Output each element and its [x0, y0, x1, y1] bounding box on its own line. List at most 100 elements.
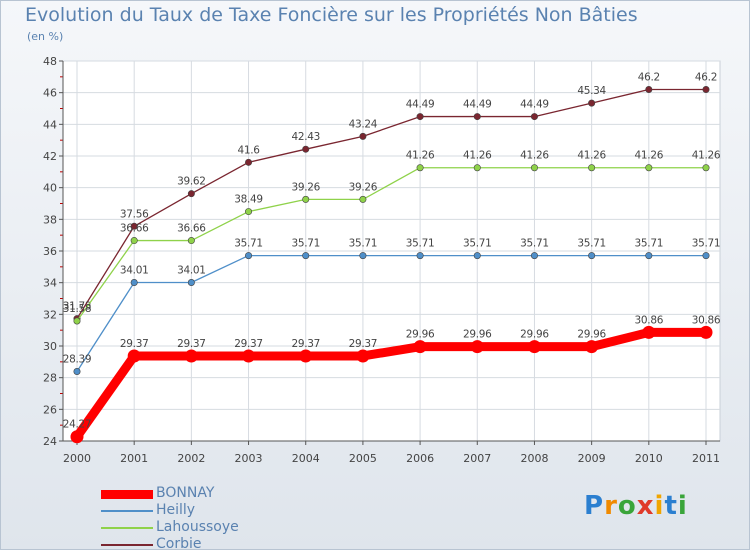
x-tick-label: 2005: [349, 452, 377, 465]
series-line-lahoussoye: [76, 167, 707, 322]
logo-letter: i: [677, 491, 688, 521]
y-tick-label: 40: [43, 182, 57, 195]
y-tick-label: 24: [43, 435, 57, 448]
data-point-lahoussoye: [416, 164, 424, 172]
logo-letter: t: [664, 491, 678, 521]
data-point-corbie: [530, 113, 538, 121]
data-point-heilly: [130, 279, 138, 287]
data-label-corbie: 46.2: [695, 72, 717, 84]
series-line-corbie: [76, 88, 707, 320]
data-label-heilly: 35.71: [520, 238, 549, 250]
logo-letter: P: [584, 491, 605, 521]
series-line-heilly: [76, 254, 707, 373]
data-label-heilly: 35.71: [463, 238, 492, 250]
x-tick-label: 2009: [578, 452, 606, 465]
legend-swatch-corbie: [101, 544, 153, 546]
logo-letter: x: [636, 491, 655, 521]
x-tick-label: 2006: [406, 452, 434, 465]
data-label-lahoussoye: 39.26: [291, 181, 320, 193]
legend-label-bonnay: BONNAY: [156, 485, 215, 501]
data-label-heilly: 28.39: [63, 353, 92, 365]
data-label-lahoussoye: 36.66: [177, 223, 206, 235]
data-label-bonnay: 29.37: [120, 338, 149, 350]
data-point-lahoussoye: [473, 164, 481, 172]
data-label-bonnay: 29.96: [577, 329, 606, 341]
data-point-heilly: [702, 252, 710, 260]
y-tick-label: 44: [43, 118, 57, 131]
proxiti-logo: Proxiti: [584, 491, 688, 521]
data-point-corbie: [416, 113, 424, 121]
y-tick-label: 30: [43, 340, 57, 353]
data-point-lahoussoye: [702, 164, 710, 172]
y-tick-label: 26: [43, 403, 57, 416]
data-label-bonnay: 29.96: [406, 329, 435, 341]
data-label-bonnay: 30.86: [692, 314, 721, 326]
data-label-bonnay: 29.96: [520, 329, 549, 341]
data-label-corbie: 44.49: [520, 99, 549, 111]
y-tick-label: 38: [43, 213, 57, 226]
data-point-heilly: [473, 252, 481, 260]
data-label-corbie: 44.49: [406, 99, 435, 111]
data-label-lahoussoye: 41.26: [577, 150, 606, 162]
legend-label-corbie: Corbie: [156, 536, 202, 552]
data-label-lahoussoye: 41.26: [635, 150, 664, 162]
x-tick-label: 2001: [120, 452, 148, 465]
data-label-lahoussoye: 41.26: [692, 150, 721, 162]
data-label-lahoussoye: 36.66: [120, 223, 149, 235]
data-label-heilly: 35.71: [349, 238, 378, 250]
data-point-heilly: [588, 252, 596, 260]
data-point-lahoussoye: [130, 237, 138, 245]
data-label-corbie: 39.62: [177, 176, 206, 188]
legend-swatch-bonnay: [101, 489, 153, 499]
data-point-corbie: [187, 190, 195, 198]
data-label-heilly: 35.71: [692, 238, 721, 250]
data-point-lahoussoye: [302, 195, 310, 203]
y-tick-label: 42: [43, 150, 57, 163]
data-point-heilly: [416, 252, 424, 260]
logo-letter: o: [617, 491, 637, 521]
data-label-corbie: 45.34: [577, 85, 606, 97]
data-label-heilly: 35.71: [635, 238, 664, 250]
data-label-bonnay: 29.96: [463, 329, 492, 341]
data-label-corbie: 46.2: [638, 72, 660, 84]
data-label-lahoussoye: 39.26: [349, 181, 378, 193]
x-tick-label: 2008: [520, 452, 548, 465]
data-point-lahoussoye: [359, 195, 367, 203]
data-point-corbie: [588, 99, 596, 107]
data-point-heilly: [302, 252, 310, 260]
data-label-bonnay: 24.27: [63, 419, 92, 431]
logo-letter: i: [654, 491, 665, 521]
data-label-corbie: 37.56: [120, 208, 149, 220]
data-point-heilly: [359, 252, 367, 260]
data-label-bonnay: 29.37: [234, 338, 263, 350]
data-point-corbie: [130, 222, 138, 230]
chart-title: Evolution du Taux de Taxe Foncière sur l…: [25, 4, 638, 26]
data-point-heilly: [187, 279, 195, 287]
x-tick-label: 2000: [63, 452, 91, 465]
data-label-lahoussoye: 41.26: [406, 150, 435, 162]
data-label-corbie: 44.49: [463, 99, 492, 111]
data-point-corbie: [359, 132, 367, 140]
data-point-corbie: [473, 113, 481, 121]
data-label-heilly: 35.71: [234, 238, 263, 250]
x-tick-label: 2002: [177, 452, 205, 465]
x-tick-label: 2011: [692, 452, 720, 465]
data-point-heilly: [530, 252, 538, 260]
y-tick-label: 34: [43, 277, 57, 290]
logo-letter: r: [604, 491, 618, 521]
chart-unit: (en %): [27, 30, 64, 43]
data-label-lahoussoye: 41.26: [520, 150, 549, 162]
legend-swatch-lahoussoye: [101, 527, 153, 529]
data-label-heilly: 35.71: [577, 238, 606, 250]
data-label-lahoussoye: 41.26: [463, 150, 492, 162]
data-point-bonnay: [470, 340, 484, 354]
data-point-lahoussoye: [73, 317, 81, 325]
data-label-heilly: 34.01: [177, 265, 206, 277]
y-tick-label: 48: [43, 55, 57, 68]
data-point-bonnay: [299, 349, 313, 363]
data-point-heilly: [73, 367, 81, 375]
data-point-bonnay: [642, 325, 656, 339]
data-point-bonnay: [184, 349, 198, 363]
